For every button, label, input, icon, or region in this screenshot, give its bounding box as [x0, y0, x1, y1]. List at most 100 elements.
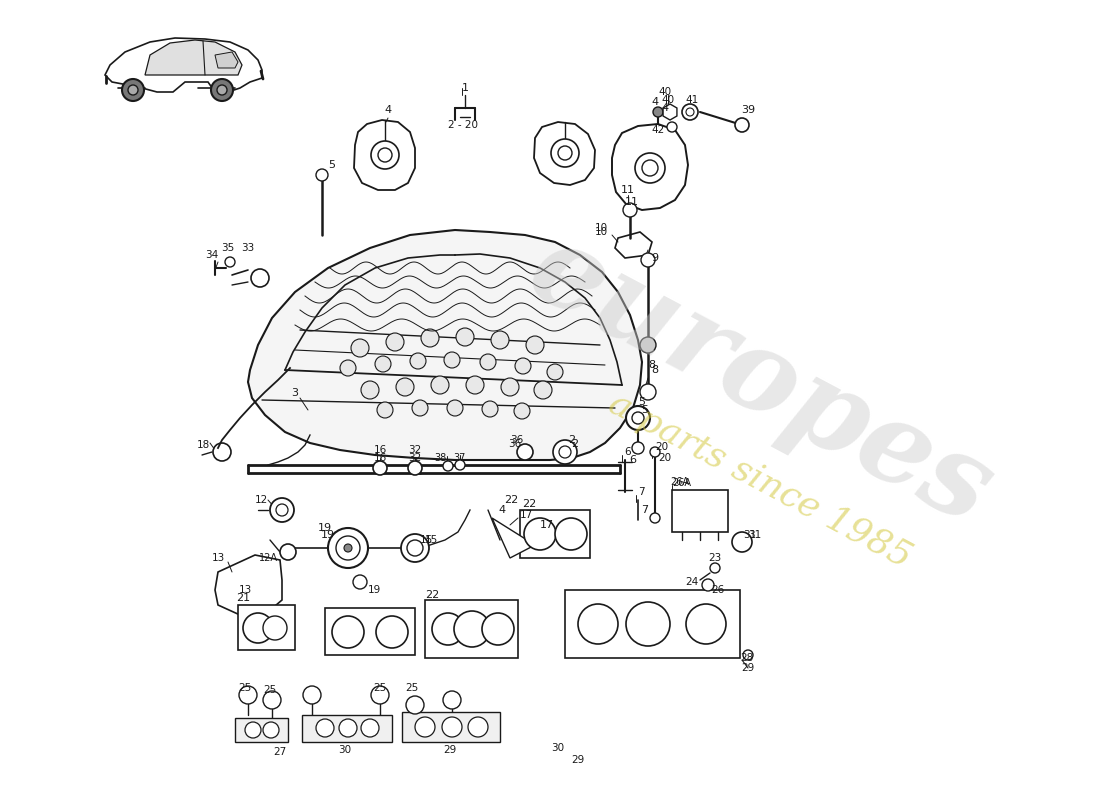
- Circle shape: [556, 518, 587, 550]
- Circle shape: [526, 336, 544, 354]
- Text: 36: 36: [510, 435, 524, 445]
- Text: 6: 6: [629, 455, 637, 465]
- Text: 13: 13: [239, 585, 252, 595]
- Circle shape: [213, 443, 231, 461]
- Circle shape: [468, 717, 488, 737]
- Circle shape: [378, 148, 392, 162]
- Circle shape: [632, 412, 644, 424]
- Text: 25: 25: [406, 683, 419, 693]
- Text: 29: 29: [443, 745, 456, 755]
- Circle shape: [626, 406, 650, 430]
- Polygon shape: [425, 600, 518, 658]
- Text: 31: 31: [744, 530, 757, 540]
- Circle shape: [361, 719, 379, 737]
- Text: 15: 15: [420, 535, 433, 545]
- Circle shape: [239, 686, 257, 704]
- Circle shape: [480, 354, 496, 370]
- Circle shape: [386, 333, 404, 351]
- Circle shape: [650, 447, 660, 457]
- Polygon shape: [214, 555, 282, 615]
- Circle shape: [376, 616, 408, 648]
- Text: 16: 16: [373, 445, 386, 455]
- Polygon shape: [235, 718, 288, 742]
- Text: 7: 7: [641, 505, 649, 515]
- Polygon shape: [672, 490, 728, 532]
- Text: 26A: 26A: [672, 478, 691, 488]
- Circle shape: [578, 604, 618, 644]
- Text: 7: 7: [638, 487, 645, 497]
- Circle shape: [443, 691, 461, 709]
- Circle shape: [732, 532, 752, 552]
- Circle shape: [547, 364, 563, 380]
- Circle shape: [466, 376, 484, 394]
- Circle shape: [336, 536, 360, 560]
- Circle shape: [517, 444, 534, 460]
- Circle shape: [340, 360, 356, 376]
- Text: 33: 33: [241, 243, 254, 253]
- Circle shape: [408, 461, 422, 475]
- Circle shape: [243, 613, 273, 643]
- Text: 29: 29: [741, 663, 755, 673]
- Circle shape: [263, 691, 280, 709]
- Circle shape: [373, 461, 387, 475]
- Polygon shape: [302, 715, 392, 742]
- Polygon shape: [145, 40, 242, 75]
- Circle shape: [332, 616, 364, 648]
- Text: 13: 13: [211, 553, 226, 563]
- Circle shape: [444, 352, 460, 368]
- Text: 25: 25: [373, 683, 386, 693]
- Circle shape: [456, 328, 474, 346]
- Polygon shape: [248, 230, 642, 460]
- Circle shape: [406, 696, 424, 714]
- Text: 2: 2: [569, 435, 575, 445]
- Text: 39: 39: [741, 105, 755, 115]
- Polygon shape: [214, 52, 238, 68]
- Circle shape: [245, 722, 261, 738]
- Text: europes: europes: [510, 212, 1010, 548]
- Text: 2: 2: [571, 439, 579, 449]
- Text: 25: 25: [263, 685, 276, 695]
- Polygon shape: [238, 605, 295, 650]
- Circle shape: [551, 139, 579, 167]
- Circle shape: [491, 331, 509, 349]
- Text: 1: 1: [462, 83, 469, 93]
- Circle shape: [351, 339, 369, 357]
- Circle shape: [361, 381, 379, 399]
- Text: 4: 4: [651, 97, 659, 107]
- Circle shape: [276, 504, 288, 516]
- Circle shape: [553, 440, 578, 464]
- Text: 30: 30: [339, 745, 352, 755]
- Text: 23: 23: [708, 553, 722, 563]
- Circle shape: [640, 337, 656, 353]
- Circle shape: [710, 563, 720, 573]
- Circle shape: [667, 122, 676, 132]
- Circle shape: [635, 153, 666, 183]
- Circle shape: [455, 460, 465, 470]
- Text: 18: 18: [197, 440, 210, 450]
- Polygon shape: [354, 120, 415, 190]
- Text: 21: 21: [236, 593, 250, 603]
- Circle shape: [377, 402, 393, 418]
- Circle shape: [344, 544, 352, 552]
- Circle shape: [686, 604, 726, 644]
- Polygon shape: [663, 104, 676, 120]
- Circle shape: [412, 400, 428, 416]
- Text: 6: 6: [624, 447, 630, 457]
- Circle shape: [558, 146, 572, 160]
- Circle shape: [421, 329, 439, 347]
- Circle shape: [431, 376, 449, 394]
- Circle shape: [666, 107, 675, 117]
- Text: 40: 40: [659, 87, 672, 97]
- Text: 34: 34: [206, 250, 219, 260]
- Text: 15: 15: [425, 535, 438, 545]
- Text: 12: 12: [255, 495, 268, 505]
- Polygon shape: [402, 712, 500, 742]
- Text: 28: 28: [740, 653, 754, 663]
- Circle shape: [302, 686, 321, 704]
- Circle shape: [432, 613, 464, 645]
- Polygon shape: [534, 122, 595, 185]
- Circle shape: [524, 518, 556, 550]
- Circle shape: [640, 384, 656, 400]
- Text: 17: 17: [520, 510, 534, 520]
- Circle shape: [632, 442, 644, 454]
